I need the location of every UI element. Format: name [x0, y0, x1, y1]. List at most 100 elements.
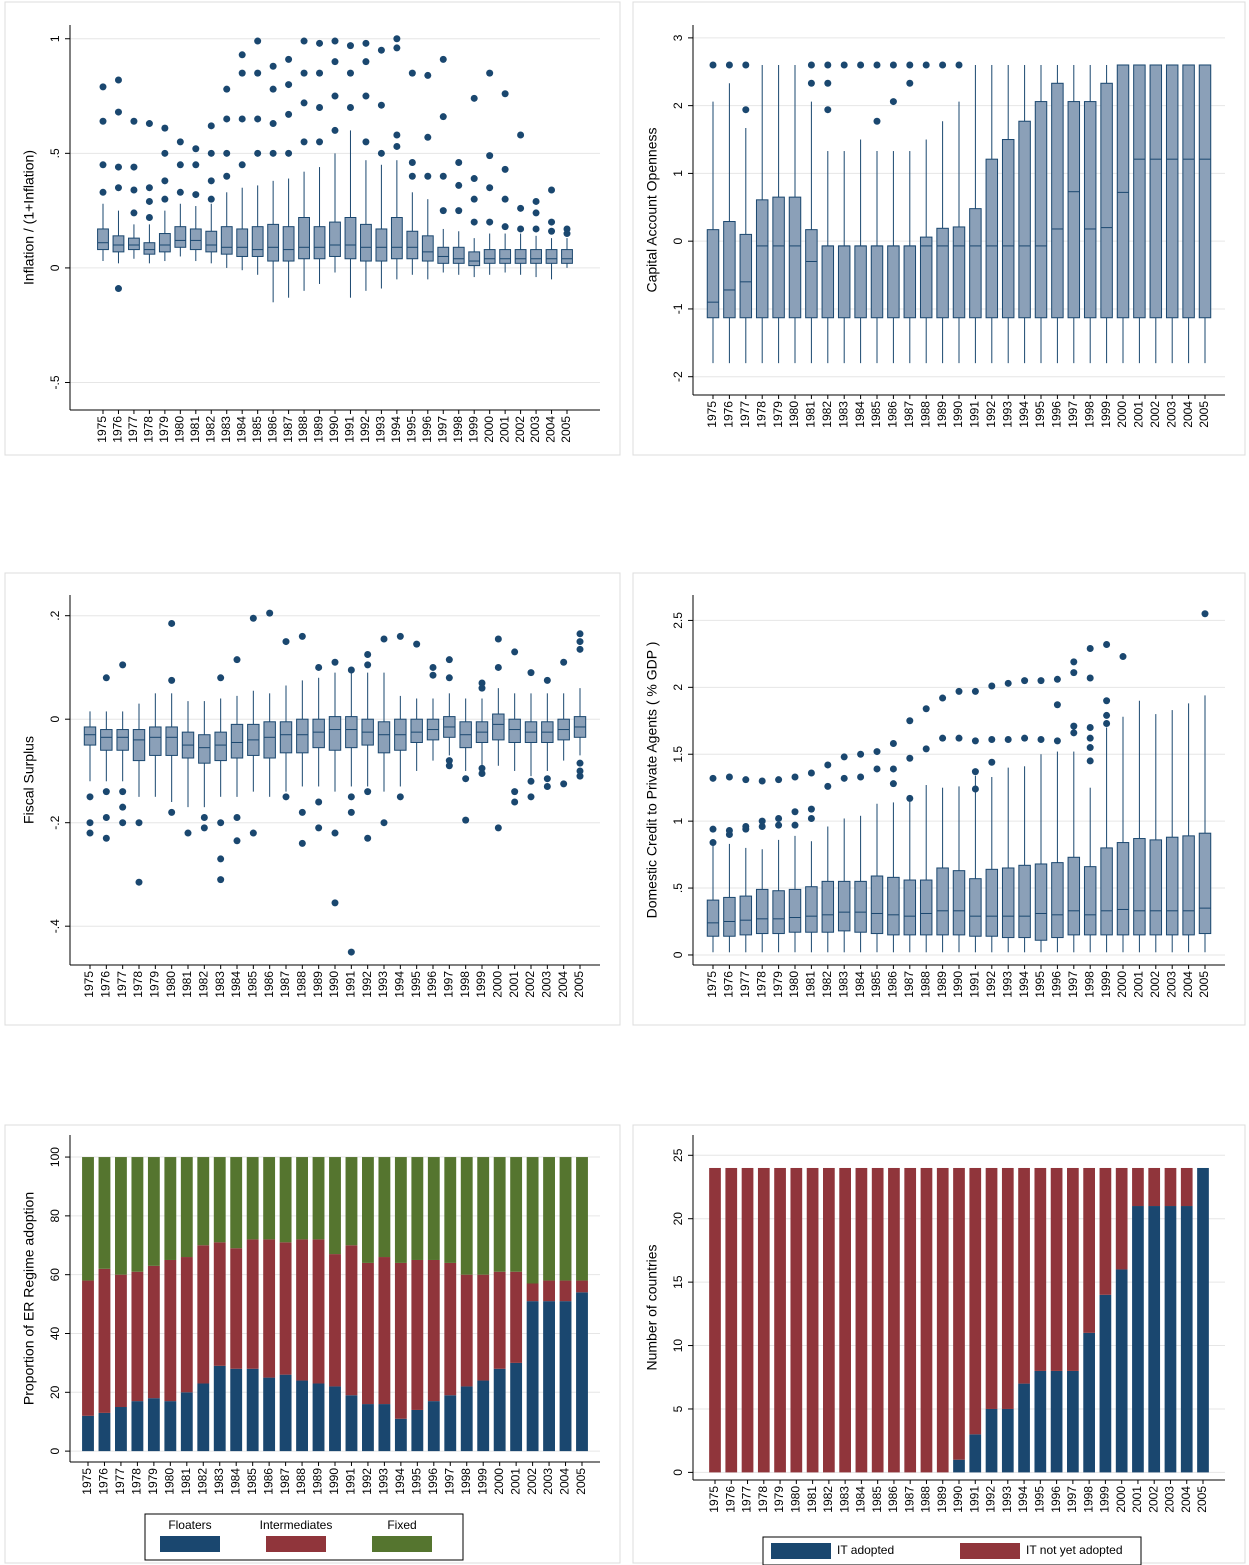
outlier [254, 149, 262, 157]
outlier [527, 793, 535, 801]
y-axis-title: Domestic Credit to Private Agents ( % GD… [644, 642, 660, 919]
outlier [380, 635, 388, 643]
x-tick-label: 1989 [935, 1486, 949, 1513]
outlier [873, 765, 881, 773]
x-tick-label: 1975 [95, 416, 109, 443]
y-tick-label: 0 [48, 716, 62, 723]
x-tick-label: 2003 [541, 1468, 555, 1495]
panel-border [4, 572, 621, 1026]
x-tick-label: 1979 [771, 971, 785, 998]
box [267, 223, 280, 262]
outlier [254, 115, 262, 123]
outlier [548, 218, 556, 226]
x-tick-label: 1988 [296, 416, 310, 443]
outlier [758, 777, 766, 785]
outlier [889, 98, 897, 106]
bar-segment [147, 1157, 160, 1266]
outlier [873, 61, 881, 69]
box [952, 870, 966, 936]
outlier [824, 61, 832, 69]
bar-segment [82, 1280, 94, 1416]
box [230, 723, 244, 759]
x-tick-label: 1990 [951, 1486, 965, 1513]
bar-segment [98, 1157, 111, 1269]
x-tick-label: 1995 [410, 1468, 424, 1495]
bar-segment [279, 1242, 292, 1375]
bar-segment [985, 1408, 998, 1473]
bar-segment [576, 1292, 588, 1452]
outlier [285, 110, 293, 118]
box [706, 899, 720, 937]
box [1133, 64, 1146, 319]
outlier [315, 824, 323, 832]
outlier [347, 808, 355, 816]
x-tick-label: 1979 [157, 416, 171, 443]
bar-segment [1164, 1167, 1177, 1207]
outlier [906, 794, 914, 802]
box [499, 249, 512, 264]
outlier [517, 204, 525, 212]
x-tick-label: 1976 [723, 1486, 737, 1513]
outlier [1004, 736, 1012, 744]
x-tick-label: 1979 [772, 1486, 786, 1513]
x-tick-label: 1984 [853, 971, 867, 998]
outlier [298, 839, 306, 847]
y-tick-label: -.4 [48, 919, 62, 933]
x-tick-label: 2000 [492, 1468, 506, 1495]
box [903, 245, 917, 319]
box [165, 726, 178, 756]
outlier [709, 839, 717, 847]
outlier [939, 61, 947, 69]
box [903, 879, 917, 936]
bar-segment [510, 1271, 523, 1363]
x-tick-label: 1994 [1017, 401, 1031, 428]
box [220, 226, 233, 255]
bar-segment [115, 1407, 127, 1452]
x-tick-label: 1983 [836, 401, 850, 428]
bar-segment [230, 1248, 243, 1369]
outlier [362, 92, 370, 100]
x-tick-label: 1987 [278, 1468, 292, 1495]
x-tick-label: 1991 [344, 971, 358, 998]
box [328, 716, 342, 751]
x-tick-label: 1982 [195, 1468, 209, 1495]
box [158, 233, 171, 253]
outlier [445, 656, 453, 664]
bar-segment [329, 1386, 341, 1452]
outlier [906, 754, 914, 762]
y-tick-label: 1 [671, 170, 685, 177]
x-tick-label: 1991 [968, 401, 982, 428]
bar-segment [164, 1157, 177, 1260]
box [344, 217, 357, 260]
outlier [408, 69, 416, 77]
legend-swatch [266, 1536, 326, 1552]
outlier [102, 788, 110, 796]
x-tick-label: 1987 [902, 971, 916, 998]
outlier [119, 819, 127, 827]
outlier [364, 661, 372, 669]
box [298, 217, 310, 260]
outlier [560, 780, 568, 788]
outlier [517, 225, 525, 233]
x-tick-label: 1978 [754, 971, 768, 998]
x-tick-label: 2003 [528, 416, 542, 443]
outlier [269, 149, 277, 157]
outlier [758, 817, 766, 825]
outlier [1053, 737, 1061, 745]
y-tick-label: 0 [671, 951, 685, 958]
box [530, 249, 542, 264]
box [1149, 64, 1163, 319]
box [969, 208, 982, 319]
bar-segment [394, 1418, 407, 1452]
box [1182, 835, 1195, 936]
box [1051, 862, 1064, 939]
y-tick-label: 0 [48, 264, 62, 271]
outlier [145, 197, 153, 205]
bar-segment [345, 1395, 358, 1452]
legend-swatch [960, 1543, 1020, 1559]
outlier [102, 814, 110, 822]
outlier [1021, 677, 1029, 685]
outlier [168, 676, 176, 684]
outlier [102, 834, 110, 842]
outlier [791, 808, 799, 816]
